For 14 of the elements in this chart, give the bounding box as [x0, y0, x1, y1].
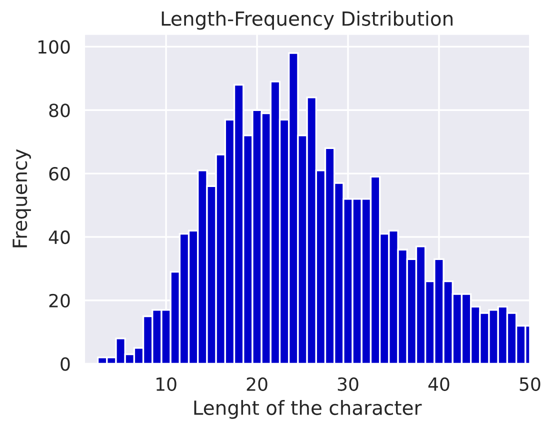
- y-tick-label: 0: [60, 357, 70, 371]
- y-tick-label: 40: [48, 230, 70, 244]
- x-tick-label: 10: [156, 377, 176, 391]
- x-tick-label: 50: [520, 377, 540, 391]
- chart-title: Length-Frequency Distribution: [162, 10, 452, 30]
- y-axis-title: Frequency: [12, 149, 31, 248]
- x-tick-label: 20: [246, 377, 268, 391]
- x-axis-title: Lenght of the character: [194, 400, 422, 419]
- y-tick-label: 80: [49, 104, 70, 118]
- x-tick-label: 30: [338, 377, 358, 391]
- y-tick-label: 100: [38, 40, 70, 54]
- y-tick-label: 60: [49, 166, 70, 181]
- y-tick-label: 20: [49, 294, 70, 308]
- x-tick-label: 40: [428, 377, 450, 391]
